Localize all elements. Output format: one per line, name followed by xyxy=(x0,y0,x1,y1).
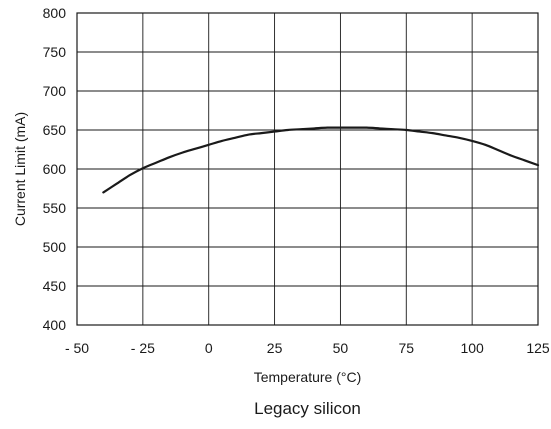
series-layer xyxy=(102,126,540,194)
x-tick-label: 0 xyxy=(205,340,213,356)
x-tick-label: - 25 xyxy=(131,340,155,356)
x-tick-label: 50 xyxy=(333,340,349,356)
y-tick-label: 400 xyxy=(43,317,67,333)
series-line-0 xyxy=(102,126,540,194)
plot-frame xyxy=(76,12,539,326)
y-axis-title: Current Limit (mA) xyxy=(12,112,28,226)
x-tick-label: - 50 xyxy=(65,340,89,356)
y-tick-label: 750 xyxy=(43,44,67,60)
y-tick-label: 550 xyxy=(43,200,67,216)
y-tick-label: 500 xyxy=(43,239,67,255)
x-tick-label: 75 xyxy=(398,340,414,356)
x-tick-label: 25 xyxy=(267,340,283,356)
y-tick-label: 600 xyxy=(43,161,67,177)
y-tick-label: 650 xyxy=(43,122,67,138)
x-tick-label: 125 xyxy=(526,340,550,356)
y-tick-label: 800 xyxy=(43,5,67,21)
y-tick-label: 700 xyxy=(43,83,67,99)
tick-labels: - 50 - 25 0 25 50 75 100 125 400 450 500 550 600 650 7… xyxy=(43,5,550,356)
x-axis-title: Temperature (°C) xyxy=(254,369,362,385)
grid xyxy=(76,12,539,326)
y-tick-label: 450 xyxy=(43,278,67,294)
chart-caption: Legacy silicon xyxy=(254,399,361,418)
x-tick-label: 100 xyxy=(460,340,484,356)
